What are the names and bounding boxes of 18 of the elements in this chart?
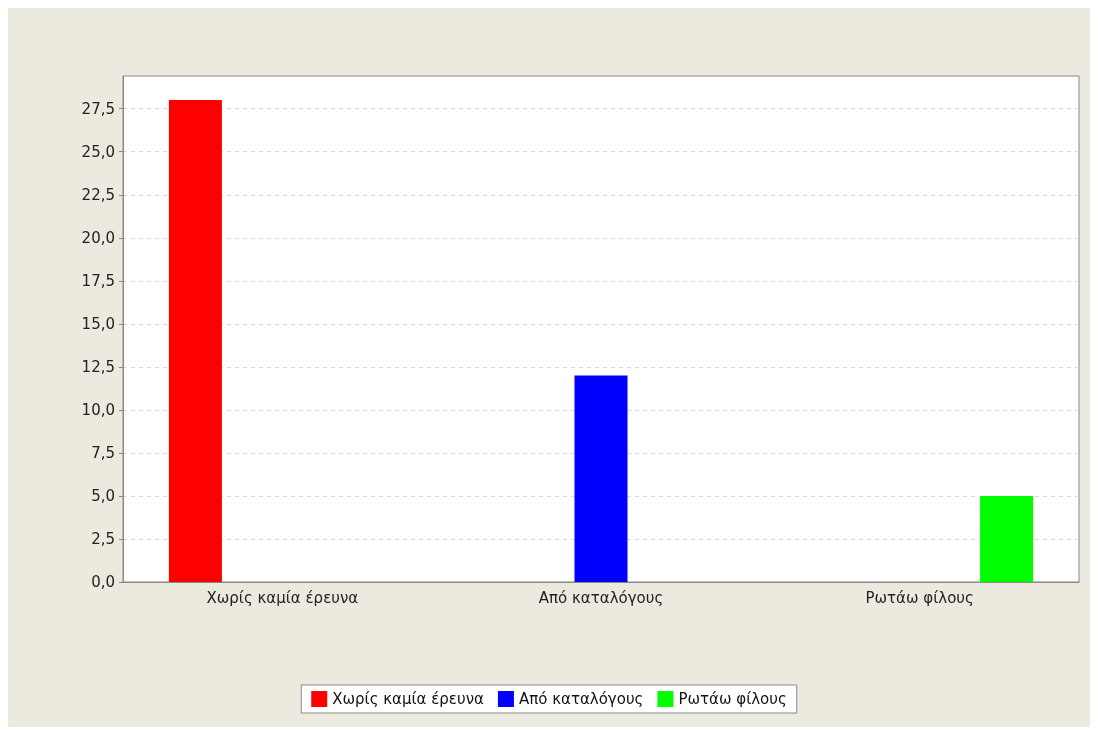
x-tick-label: Ρωτάω φίλους: [865, 588, 974, 607]
y-tick-label: 5,0: [91, 486, 115, 505]
y-tick-label: 22,5: [81, 185, 115, 204]
y-tick-label: 20,0: [81, 228, 115, 247]
legend-label: Ρωτάω φίλους: [678, 690, 787, 708]
y-tick-label: 15,0: [81, 314, 115, 333]
x-tick-label: Από καταλόγους: [538, 588, 664, 607]
y-tick-label: 10,0: [81, 400, 115, 419]
y-tick-label: 2,5: [91, 529, 115, 548]
legend-label: Χωρίς καμία έρευνα: [332, 690, 485, 708]
y-tick-label: 25,0: [81, 142, 115, 161]
y-tick-label: 27,5: [81, 99, 115, 118]
x-tick-label: Χωρίς καμία έρευνα: [206, 588, 359, 607]
y-tick-label: 0,0: [91, 573, 115, 591]
y-tick-label: 12,5: [81, 357, 115, 376]
y-tick-label: 7,5: [91, 443, 115, 462]
legend-label: Από καταλόγους: [518, 690, 644, 708]
y-tick-label: 17,5: [81, 271, 115, 290]
